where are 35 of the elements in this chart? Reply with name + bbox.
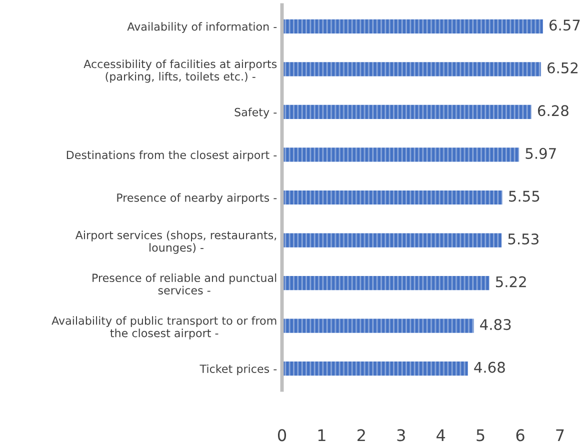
y-tick-label: Airport services (shops, restaurants, lounges) -	[75, 230, 276, 254]
bar	[282, 276, 490, 290]
bar	[282, 190, 502, 205]
y-tick-label: Destinations from the closest airport -	[66, 150, 277, 162]
y-tick-label: Availability of information -	[127, 22, 277, 33]
y-tick-label: Safety -	[234, 108, 277, 118]
x-tick-label: 2	[358, 429, 365, 442]
data-label: 5.97	[526, 148, 556, 159]
y-tick-label: Presence of reliable and punctual services -	[92, 273, 276, 294]
data-label: 5.53	[508, 233, 538, 245]
bar	[282, 104, 532, 120]
y-tick-label: Presence of nearby airports -	[117, 193, 277, 204]
data-label: 5.55	[509, 190, 540, 202]
y-tick-label: Accessibility of facilities at airports (parking, lifts, toilets etc.) -	[84, 60, 277, 83]
bar	[282, 19, 543, 34]
data-label: 4.83	[480, 319, 511, 330]
x-tick-label: 5	[476, 429, 484, 442]
data-label: 5.22	[496, 276, 526, 288]
data-label: 4.68	[474, 362, 505, 373]
bar	[282, 362, 468, 376]
x-tick-label: 4	[436, 429, 446, 442]
y-tick-label: Availability of public transport to or from the closest airport -	[52, 316, 276, 340]
bar	[282, 233, 502, 248]
bar	[282, 318, 474, 333]
y-tick-label: Ticket prices -	[200, 364, 277, 376]
data-label: 6.28	[538, 105, 568, 116]
data-label: 6.52	[548, 62, 578, 74]
bar	[282, 148, 520, 162]
bar	[282, 62, 541, 76]
x-tick-label: 0	[278, 429, 286, 442]
x-tick-label: 1	[318, 429, 326, 442]
x-tick-label: 7	[556, 429, 564, 442]
x-tick-label: 6	[516, 429, 524, 442]
x-tick-label: 3	[397, 429, 405, 442]
data-label: 6.57	[549, 20, 580, 31]
